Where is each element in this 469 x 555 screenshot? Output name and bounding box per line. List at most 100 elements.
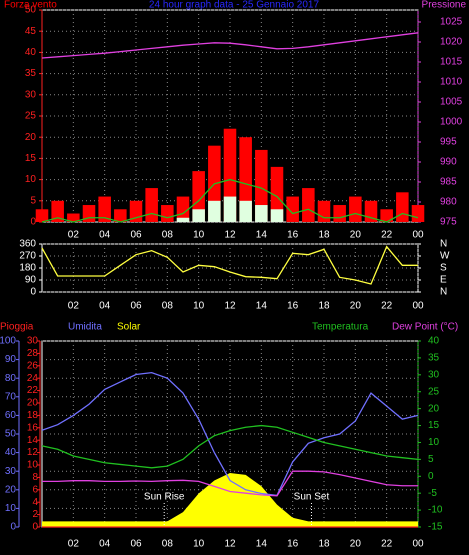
y2-tick-label: 1000 bbox=[440, 117, 463, 128]
bar bbox=[349, 196, 362, 222]
legend-entry: Umidita bbox=[68, 322, 102, 333]
series-line bbox=[41, 245, 418, 285]
bar bbox=[51, 200, 64, 222]
y2-tick-label: 1010 bbox=[440, 77, 463, 88]
y-tick-label: 15 bbox=[25, 153, 37, 164]
legend-entry: Pressione bbox=[422, 0, 467, 11]
bar bbox=[302, 188, 315, 222]
x-tick-label: 00 bbox=[412, 230, 424, 241]
legend-entry: Pioggia bbox=[0, 322, 34, 333]
bar bbox=[333, 205, 346, 222]
series-area bbox=[42, 473, 418, 527]
x-tick-label: 06 bbox=[130, 230, 142, 241]
x-tick-label: 16 bbox=[287, 301, 299, 312]
bar bbox=[270, 209, 284, 222]
x-tick-label: 04 bbox=[99, 301, 111, 312]
x-tick-label: 02 bbox=[68, 539, 80, 550]
y-tick-label: 40 bbox=[25, 47, 37, 58]
y-tick-label: 30 bbox=[25, 89, 37, 100]
y2-tick-label: 5 bbox=[428, 454, 434, 465]
bar bbox=[161, 205, 174, 222]
bar bbox=[145, 188, 158, 222]
x-tick-label: 06 bbox=[130, 539, 142, 550]
series-line bbox=[41, 178, 419, 223]
y-tick-label: 25 bbox=[25, 111, 37, 122]
x-tick-label: 14 bbox=[256, 301, 268, 312]
y-tick-label: 100 bbox=[0, 336, 16, 347]
x-tick-label: 10 bbox=[193, 539, 205, 550]
y3-tick-label: 18 bbox=[27, 410, 39, 421]
y3-tick-label: 2 bbox=[32, 509, 38, 520]
x-tick-label: 16 bbox=[287, 539, 299, 550]
y2-tick-label: 980 bbox=[440, 197, 457, 208]
x-tick-label: 06 bbox=[130, 301, 142, 312]
x-tick-label: 04 bbox=[99, 230, 111, 241]
x-tick-label: 20 bbox=[350, 301, 362, 312]
y2-tick-label: -15 bbox=[428, 522, 443, 533]
legend-entry: Dew Point (°C) bbox=[392, 322, 458, 333]
y3-tick-label: 14 bbox=[27, 435, 39, 446]
y2-tick-label: 0 bbox=[428, 471, 434, 482]
x-tick-label: 12 bbox=[224, 301, 236, 312]
bar bbox=[270, 166, 284, 222]
legend-entry: Solar bbox=[117, 322, 141, 333]
series-line bbox=[41, 371, 419, 497]
x-tick-label: 02 bbox=[68, 301, 80, 312]
y-tick-label: 0 bbox=[30, 287, 36, 298]
x-tick-label: 08 bbox=[162, 230, 174, 241]
x-tick-label: 00 bbox=[412, 301, 424, 312]
y-tick-label: 80 bbox=[5, 373, 17, 384]
x-tick-label: 20 bbox=[350, 230, 362, 241]
x-tick-label: 16 bbox=[287, 230, 299, 241]
y-tick-label: 10 bbox=[5, 503, 17, 514]
y-tick-label: 40 bbox=[5, 447, 17, 458]
y-tick-label: 270 bbox=[19, 251, 36, 262]
y2-tick-label: 15 bbox=[428, 420, 440, 431]
y3-tick-label: 20 bbox=[27, 398, 39, 409]
y3-tick-label: 4 bbox=[32, 497, 38, 508]
x-tick-label: 10 bbox=[193, 230, 205, 241]
y2-tick-label: 20 bbox=[428, 403, 440, 414]
series-line bbox=[41, 424, 419, 469]
bar bbox=[192, 209, 205, 222]
y2-tick-label: 30 bbox=[428, 369, 440, 380]
x-tick-label: 00 bbox=[412, 539, 424, 550]
legend-entry: Temperatura bbox=[312, 322, 369, 333]
bar bbox=[396, 192, 409, 222]
y3-tick-label: 8 bbox=[32, 472, 38, 483]
series-line bbox=[42, 470, 418, 497]
bar bbox=[255, 149, 268, 222]
y-tick-label: 10 bbox=[25, 174, 37, 185]
bar bbox=[255, 205, 268, 222]
y-tick-label: 30 bbox=[5, 466, 17, 477]
y2-tick-label: 985 bbox=[440, 177, 457, 188]
y2-tick-label: 35 bbox=[428, 353, 440, 364]
bar bbox=[67, 213, 80, 222]
y-tick-label: 90 bbox=[25, 275, 37, 286]
y-tick-label: 20 bbox=[5, 484, 17, 495]
bar bbox=[98, 196, 111, 222]
bar bbox=[239, 200, 252, 222]
series-line bbox=[41, 32, 419, 59]
x-tick-label: 18 bbox=[318, 539, 330, 550]
y2-tick-label: S bbox=[440, 263, 447, 274]
bar bbox=[176, 217, 190, 222]
bar bbox=[317, 200, 331, 222]
x-tick-label: 18 bbox=[318, 230, 330, 241]
y3-tick-label: 12 bbox=[27, 447, 39, 458]
y3-tick-label: 26 bbox=[27, 360, 39, 371]
x-tick-label: 22 bbox=[381, 539, 393, 550]
x-tick-label: 08 bbox=[162, 539, 174, 550]
legend-entry: Forza vento bbox=[4, 0, 57, 11]
y-tick-label: 20 bbox=[25, 132, 37, 143]
bar bbox=[223, 196, 237, 222]
x-tick-label: 14 bbox=[256, 230, 268, 241]
bar bbox=[286, 196, 299, 222]
y-tick-label: 45 bbox=[25, 26, 37, 37]
x-tick-label: 08 bbox=[162, 301, 174, 312]
y2-tick-label: 975 bbox=[440, 217, 457, 228]
x-tick-label: 14 bbox=[256, 539, 268, 550]
x-tick-label: 12 bbox=[224, 539, 236, 550]
